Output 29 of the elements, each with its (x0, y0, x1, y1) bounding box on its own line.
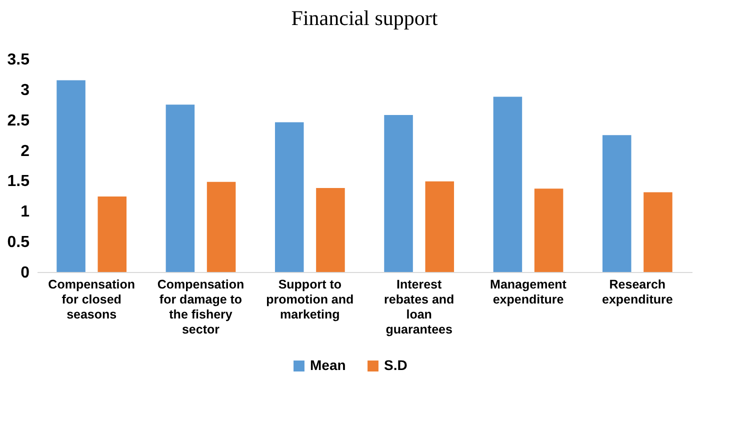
bar (644, 192, 672, 272)
bar (206, 182, 236, 272)
x-tick-label: Interest rebates and loan guarantees (384, 278, 454, 336)
chart-title: Financial support (291, 6, 438, 30)
y-tick-label: 0 (20, 264, 30, 282)
bar (602, 135, 632, 272)
bar (98, 196, 127, 272)
bar (425, 181, 454, 272)
y-tick-label: 2 (20, 142, 30, 160)
x-tick-label: Support to promotion and marketing (266, 278, 354, 322)
legend-label: Mean (310, 357, 346, 373)
y-tick-label: 1 (20, 204, 30, 221)
x-tick-label: Compensation for damage to the fishery sector (157, 278, 244, 336)
x-tick-label: Compensation for closed seasons (48, 278, 135, 322)
bar (316, 188, 345, 272)
y-tick-label: 0.5 (7, 234, 30, 252)
bar (166, 104, 195, 272)
y-tick-label: 2.5 (7, 112, 30, 130)
bar (56, 80, 86, 272)
y-tick-label: 3 (20, 82, 30, 99)
legend-label: S.D (384, 357, 408, 373)
bar (534, 188, 564, 272)
y-tick-label: 1.5 (7, 173, 30, 190)
bar (493, 96, 522, 272)
bar (274, 122, 304, 272)
x-tick-label: Research expenditure (602, 278, 673, 306)
bar (384, 114, 413, 272)
y-tick-label: 3.5 (7, 52, 30, 68)
x-tick-label: Management expenditure (490, 278, 568, 306)
